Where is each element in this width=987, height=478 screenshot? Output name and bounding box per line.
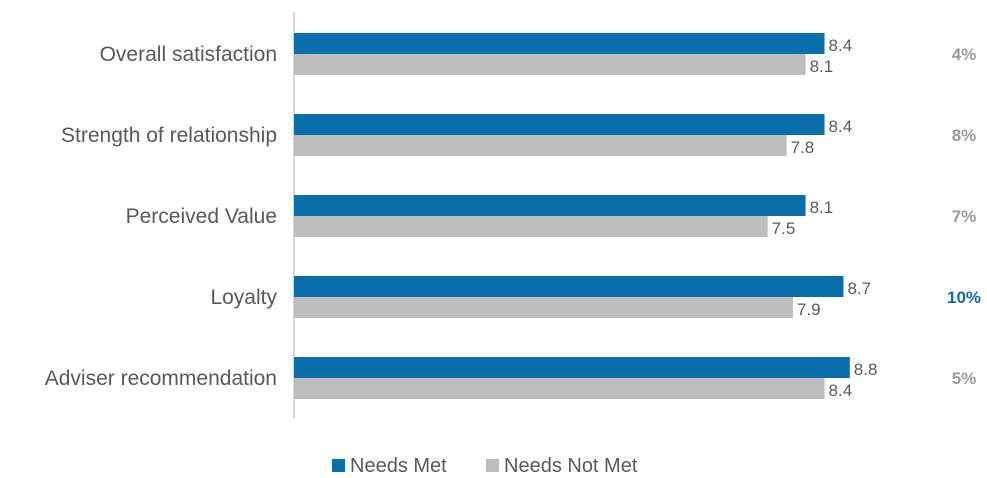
data-label: 8.8 <box>854 360 878 379</box>
bar-needs-met <box>294 357 850 378</box>
data-label: 8.4 <box>829 381 853 400</box>
legend: Needs Met Needs Not Met <box>332 455 638 477</box>
bar-needs-met <box>294 33 825 54</box>
data-label: 8.1 <box>810 57 834 76</box>
difference-label: 5% <box>952 369 977 388</box>
bar-needs-not-met <box>294 297 793 318</box>
category-label: Perceived Value <box>126 205 277 228</box>
difference-label: 10% <box>947 288 981 307</box>
legend-label-needs-met: Needs Met <box>350 455 447 477</box>
category-label: Overall satisfaction <box>100 43 277 66</box>
bar-needs-met <box>294 276 844 297</box>
bar-needs-not-met <box>294 135 787 156</box>
data-label: 7.5 <box>772 219 796 238</box>
legend-swatch-needs-not-met <box>486 459 499 472</box>
bar-needs-met <box>294 114 825 135</box>
data-label: 7.8 <box>791 138 815 157</box>
data-label: 7.9 <box>797 300 821 319</box>
data-label: 8.4 <box>829 117 853 136</box>
category-label: Strength of relationship <box>61 124 277 147</box>
bar-needs-met <box>294 195 806 216</box>
legend-label-needs-not-met: Needs Not Met <box>504 455 638 477</box>
category-label: Loyalty <box>210 286 277 309</box>
bars-group: Overall satisfaction 8.4 8.1 4% Strength of … <box>45 33 981 400</box>
difference-label: 8% <box>952 126 977 145</box>
bar-needs-not-met <box>294 378 825 399</box>
bar-needs-not-met <box>294 216 768 237</box>
data-label: 8.1 <box>810 198 834 217</box>
category-label: Adviser recommendation <box>45 367 277 390</box>
legend-swatch-needs-met <box>332 459 345 472</box>
bar-needs-not-met <box>294 54 806 75</box>
difference-label: 7% <box>952 207 977 226</box>
data-label: 8.4 <box>829 36 853 55</box>
data-label: 8.7 <box>847 279 871 298</box>
difference-label: 4% <box>952 45 977 64</box>
